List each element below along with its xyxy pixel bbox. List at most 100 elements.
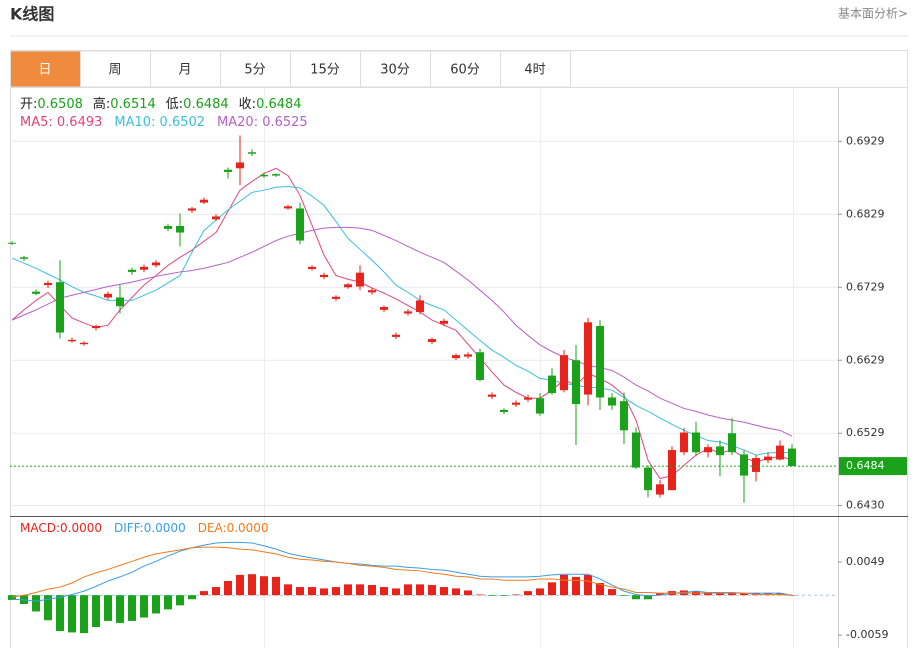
candle-body (260, 174, 268, 177)
candle-body (8, 242, 16, 244)
ohlc-readout: 开:0.6508 高:0.6514 低:0.6484 收:0.6484 (20, 96, 302, 112)
macd-bar (80, 595, 88, 634)
readout-value: 0.6484 (256, 97, 302, 112)
macd-bar (140, 595, 148, 618)
candle-body (680, 432, 688, 453)
candle-body (452, 355, 460, 359)
candle-body (608, 397, 616, 406)
widget-title: K线图 (10, 5, 54, 24)
macd-bar (728, 592, 736, 596)
candle-body (548, 375, 556, 394)
candle-body (140, 266, 148, 270)
tab-label[interactable]: 日 (38, 63, 51, 78)
tab-label[interactable]: 60分 (450, 63, 480, 78)
tab-label[interactable]: 月 (178, 63, 191, 78)
candle-body (344, 284, 352, 288)
ma-legend-item: MA20: 0.6525 (217, 115, 308, 130)
readout-label: 高: (93, 96, 110, 112)
tab-label[interactable]: 4时 (524, 63, 545, 78)
macd-bar (68, 595, 76, 633)
tab[interactable] (80, 50, 151, 88)
candle-body (272, 174, 280, 176)
macd-bar (416, 584, 424, 596)
candle-body (440, 320, 448, 324)
dea-line (11, 546, 793, 598)
candle-body (116, 297, 124, 307)
candle-body (284, 206, 292, 209)
tab-label[interactable]: 30分 (380, 63, 410, 78)
candle-body (740, 454, 748, 476)
tab[interactable] (500, 50, 571, 88)
ma-line (11, 226, 793, 437)
tab-label[interactable]: 5分 (244, 63, 265, 78)
macd-bar (356, 584, 364, 596)
ma-legend-item: MA10: 0.6502 (114, 115, 205, 130)
candle-body (500, 409, 508, 413)
macd-bar (248, 574, 256, 596)
tab-label[interactable]: 周 (108, 63, 121, 78)
candle-body (584, 322, 592, 395)
macd-bar (620, 595, 628, 596)
candle-body (692, 432, 700, 453)
macd-bar (332, 587, 340, 596)
candle-body (176, 225, 184, 233)
macd-bar (56, 595, 64, 632)
macd-bar (740, 593, 748, 596)
tab[interactable] (360, 50, 431, 88)
tab[interactable] (290, 50, 361, 88)
macd-legend-item: MACD:0.0000 (20, 521, 102, 535)
y-tick-label: 0.6529 (846, 426, 885, 439)
y-tick-label: 0.0049 (846, 555, 885, 568)
macd-bar (404, 584, 412, 596)
macd-bar (536, 588, 544, 596)
macd-bar (224, 580, 232, 596)
candle-body (236, 162, 244, 169)
candle-body (32, 291, 40, 294)
macd-bar (392, 588, 400, 596)
macd-legend-item: DIFF:0.0000 (114, 521, 186, 535)
candle-body (764, 456, 772, 461)
candle-body (212, 216, 220, 220)
macd-bar (368, 585, 376, 596)
candle-body (224, 169, 232, 172)
macd-bar (116, 595, 124, 623)
tab[interactable] (150, 50, 221, 88)
readout-value: 0.6484 (183, 97, 229, 112)
tab[interactable] (10, 50, 81, 88)
macd-legend: MACD:0.0000 DIFF:0.0000 DEA:0.0000 (20, 521, 269, 535)
macd-bar (428, 585, 436, 596)
macd-bar (164, 595, 172, 610)
tab-label[interactable]: 15分 (310, 63, 340, 78)
candle-body (464, 354, 472, 357)
candle-body (632, 432, 640, 468)
candle-body (524, 397, 532, 400)
macd-bar (788, 595, 796, 596)
ma-line (11, 186, 793, 456)
macd-bar (512, 594, 520, 596)
candle-body (704, 447, 712, 453)
fundamental-link[interactable]: 基本面分析> (838, 7, 908, 21)
last-price-label: 0.6484 (846, 459, 885, 472)
macd-bar (632, 595, 640, 600)
candle-body (248, 152, 256, 154)
tab[interactable] (220, 50, 291, 88)
macd-bar (272, 576, 280, 596)
macd-bar (656, 593, 664, 596)
diff-line (11, 541, 793, 602)
candle-body (92, 325, 100, 329)
y-tick-label: 0.6629 (846, 353, 885, 366)
y-tick-label: -0.0059 (846, 628, 888, 641)
macd-bar (704, 592, 712, 596)
macd-bar (200, 591, 208, 596)
macd-bar (476, 594, 484, 596)
candle-body (80, 342, 88, 345)
macd-bar (212, 587, 220, 596)
candle-body (560, 355, 568, 391)
ma-line (11, 167, 793, 480)
candle-body (320, 274, 328, 278)
candle-body (104, 293, 112, 298)
candle-body (20, 257, 28, 259)
candle-body (752, 458, 760, 472)
y-tick-label: 0.6430 (846, 499, 885, 512)
